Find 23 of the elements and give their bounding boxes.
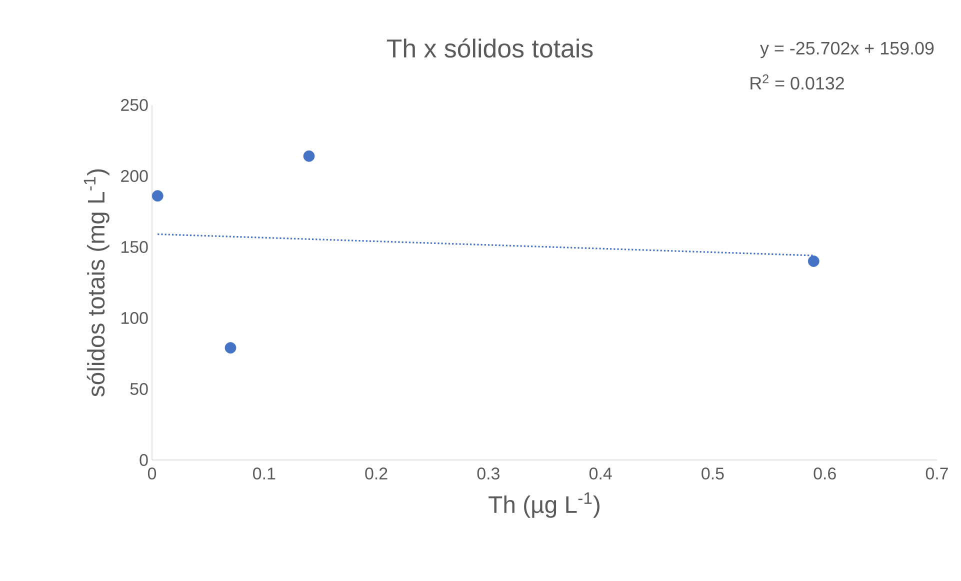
x-tick-label: 0 xyxy=(148,468,156,480)
point xyxy=(224,342,236,354)
text: R$^{2}$ = 0.0132 xyxy=(750,74,844,90)
y-tick-label: 250 xyxy=(121,98,148,111)
x-tick-label: 0.4 xyxy=(589,468,612,480)
chart-title: Th x sólidos totais xyxy=(386,38,593,58)
point xyxy=(303,150,315,162)
x-tick-label: 0.1 xyxy=(253,468,276,480)
y-tick-label: 100 xyxy=(122,312,148,324)
y-tick-label: 0 xyxy=(140,454,148,466)
x-tick-label: 0.5 xyxy=(702,468,724,480)
y-tick-label: 200 xyxy=(121,170,148,182)
y-tick-label: 150 xyxy=(122,241,148,253)
x-tick-label: 0.2 xyxy=(365,468,388,480)
x-tick-label: 0.6 xyxy=(814,468,836,480)
y-tick-label: 50 xyxy=(130,383,148,395)
y-axis-title: sólidos totais (mg L$^{-1}$) xyxy=(84,169,110,396)
point xyxy=(152,190,164,202)
x-tick-label: 0.7 xyxy=(926,468,948,480)
x-axis-title: Th (µg L$^{-1}$) xyxy=(488,492,600,518)
point xyxy=(808,255,820,267)
text: y = -25.702x + 159.09 xyxy=(760,42,934,58)
x-tick-label: 0.3 xyxy=(477,468,500,480)
